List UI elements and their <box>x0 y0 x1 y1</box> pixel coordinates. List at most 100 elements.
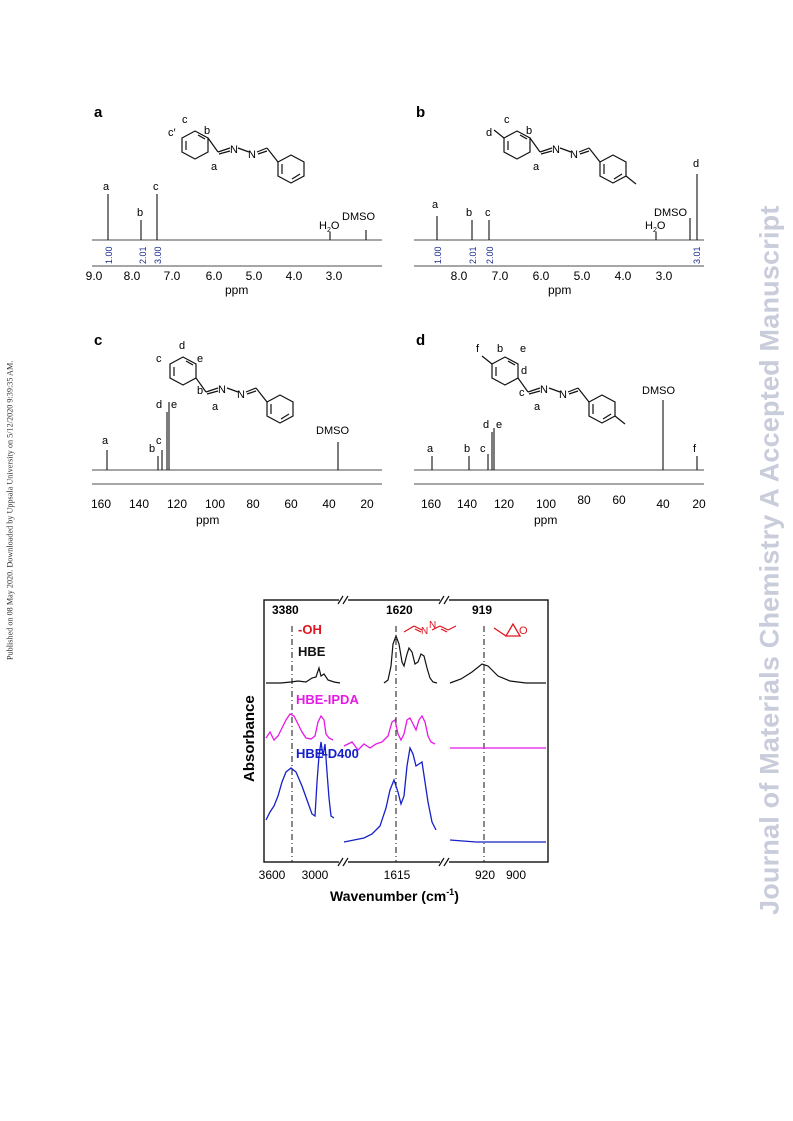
xlabel-b: ppm <box>548 283 571 297</box>
peak-label-b-a: b <box>137 207 143 219</box>
panel-letter-b: b <box>416 104 425 121</box>
peak-label-dmso-a: DMSO <box>342 211 375 223</box>
ref-label-3380: 3380 <box>272 603 299 617</box>
tick-d-120: 120 <box>494 497 514 511</box>
tick-a-60: 6.0 <box>206 269 223 283</box>
download-notice: Published on 08 May 2020. Downloaded by … <box>5 360 15 660</box>
peak-label-c-a: c <box>153 181 159 193</box>
struct-label-c-c: c <box>156 353 162 365</box>
tick-c-140: 140 <box>129 497 149 511</box>
ref-label-1620: 1620 <box>386 603 413 617</box>
hbe-d400-seg-2 <box>343 745 437 843</box>
structure-b <box>493 129 637 185</box>
series-hbe-ipda <box>265 713 546 751</box>
journal-watermark: Journal of Materials Chemistry A Accepte… <box>754 205 785 915</box>
peak-label-f-d: f <box>693 443 697 455</box>
nmr-panel-b: b N N d c b a a b c H2O DMSO d 1.00 2.01 <box>414 104 704 297</box>
tick-a-80: 8.0 <box>124 269 141 283</box>
peaks-d <box>431 400 698 470</box>
tick-c-120: 120 <box>167 497 187 511</box>
tick-b-70: 7.0 <box>492 269 509 283</box>
reference-lines <box>291 626 485 862</box>
label-n1-d: N <box>540 384 548 396</box>
axis-break-marks <box>337 595 450 867</box>
series-label-hbe-d400: HBE-D400 <box>296 746 359 761</box>
ftir-ylabel: Absorbance <box>241 695 258 782</box>
panel-letter-c: c <box>94 332 102 349</box>
axis-ticks-b: 8.0 7.0 6.0 5.0 4.0 3.0 <box>451 269 673 283</box>
struct-label-b-b: b <box>526 125 532 137</box>
struct-label-a-c: a <box>212 401 219 413</box>
struct-label-e-d: e <box>520 343 526 355</box>
peaks-a <box>107 194 367 240</box>
peak-label-b-d: b <box>464 443 470 455</box>
peak-label-h2o-b: H2O <box>645 220 666 234</box>
peaks-c <box>106 402 339 470</box>
tick-d-140: 140 <box>457 497 477 511</box>
integrals-a: 1.00 2.01 3.00 <box>104 246 163 264</box>
tick-b-50: 5.0 <box>574 269 591 283</box>
nmr-panel-a: a N N c′ c b a a b c H2O DMSO 1.00 2.01 … <box>86 104 382 297</box>
tick-a-50: 5.0 <box>246 269 263 283</box>
peaks-b <box>436 174 698 240</box>
peak-label-e-d: e <box>496 419 502 431</box>
structure-d <box>481 355 626 425</box>
tick-c-80: 80 <box>246 497 260 511</box>
peak-label-dmso-d: DMSO <box>642 385 675 397</box>
ftir-xlabel: Wavenumber (cm-1) <box>330 887 459 904</box>
peak-label-h2o-a: H2O <box>319 220 340 234</box>
tick-d-20: 20 <box>692 497 706 511</box>
structure-c <box>169 356 294 424</box>
peak-label-dmso-c: DMSO <box>316 425 349 437</box>
peak-label-d-d: d <box>483 419 489 431</box>
peak-label-a-d: a <box>427 443 434 455</box>
tick-b-40: 4.0 <box>615 269 632 283</box>
label-n2-a: N <box>248 149 256 161</box>
hbe-ipda-seg-2 <box>343 714 436 751</box>
series-label-hbe-ipda: HBE-IPDA <box>296 692 359 707</box>
axis-ticks-a: 9.0 8.0 7.0 6.0 5.0 4.0 3.0 <box>86 269 343 283</box>
peak-label-d-c: d <box>156 399 162 411</box>
tick-a-90: 9.0 <box>86 269 103 283</box>
struct-label-a-a: a <box>211 161 218 173</box>
integral-a-3: 3.00 <box>153 246 163 264</box>
tick-a-40: 4.0 <box>286 269 303 283</box>
tick-d-40: 40 <box>656 497 670 511</box>
ftir-plot-frame <box>263 599 549 863</box>
peak-label-c-c: c <box>156 435 162 447</box>
epoxide-icon <box>493 622 522 637</box>
integrals-b: 1.00 2.01 2.00 3.01 <box>433 246 702 264</box>
tick-c-40: 40 <box>322 497 336 511</box>
struct-label-d-c: d <box>179 340 185 352</box>
xlabel-c: ppm <box>196 513 219 527</box>
peak-label-a-b: a <box>432 199 439 211</box>
tick-c-160: 160 <box>91 497 111 511</box>
ftir-chart: 3380 1620 919 -OH N N O HBE HBE-IPDA HBE… <box>241 595 549 904</box>
hbe-ipda-seg-1 <box>265 713 334 742</box>
peak-label-c-b: c <box>485 207 491 219</box>
tick-d-80: 80 <box>577 493 591 507</box>
tick-d-160: 160 <box>421 497 441 511</box>
xlabel-a: ppm <box>225 283 248 297</box>
integral-a-1: 1.00 <box>104 246 114 264</box>
x-ticks: 3600 3000 1615 920 900 <box>259 868 527 882</box>
series-hbe <box>266 634 546 684</box>
hbe-seg-2 <box>383 634 438 684</box>
x-tick-900: 900 <box>506 868 526 882</box>
struct-label-d-b: d <box>486 127 492 139</box>
peak-label-c-d: c <box>480 443 486 455</box>
integral-a-2: 2.01 <box>138 246 148 264</box>
peak-label-b-c: b <box>149 443 155 455</box>
tick-c-20: 20 <box>360 497 374 511</box>
label-n2-c: N <box>237 389 245 401</box>
structure-a <box>181 130 305 184</box>
azine-glyph <box>403 625 457 633</box>
ref-label-919: 919 <box>472 603 492 617</box>
peak-label-d-b: d <box>693 158 699 170</box>
integral-b-1: 1.00 <box>433 246 443 264</box>
tick-c-100: 100 <box>205 497 225 511</box>
peak-label-e-c: e <box>171 399 177 411</box>
label-n2-d: N <box>559 389 567 401</box>
struct-label-b-a: b <box>204 125 210 137</box>
hbe-seg-1 <box>266 665 341 684</box>
